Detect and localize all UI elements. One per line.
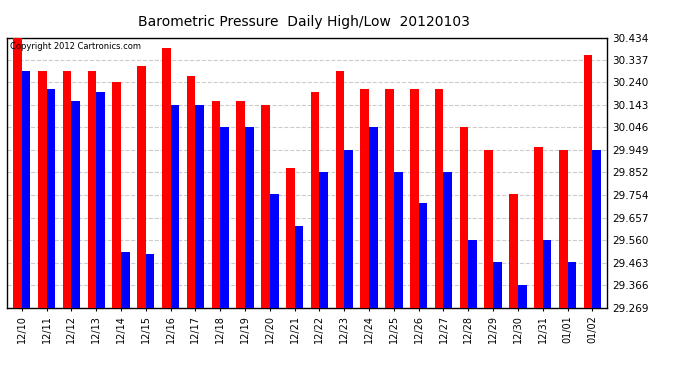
Bar <box>137 66 146 308</box>
Bar <box>518 285 526 308</box>
Bar <box>261 105 270 308</box>
Bar <box>13 38 22 308</box>
Bar <box>469 240 477 308</box>
Bar <box>88 71 96 308</box>
Bar <box>460 128 469 308</box>
Bar <box>112 82 121 308</box>
Bar <box>96 92 105 308</box>
Bar <box>22 71 30 308</box>
Bar <box>444 172 452 308</box>
Bar <box>212 101 220 308</box>
Bar <box>63 71 71 308</box>
Bar <box>170 105 179 308</box>
Bar <box>509 194 518 308</box>
Bar <box>47 89 55 308</box>
Bar <box>121 252 130 308</box>
Bar <box>567 262 576 308</box>
Bar <box>245 128 254 308</box>
Bar <box>410 89 419 308</box>
Bar <box>237 101 245 308</box>
Bar <box>146 254 155 308</box>
Bar <box>385 89 394 308</box>
Bar <box>319 172 328 308</box>
Bar <box>310 92 319 308</box>
Bar <box>38 71 47 308</box>
Bar <box>162 48 170 308</box>
Bar <box>270 194 279 308</box>
Bar <box>344 150 353 308</box>
Text: Copyright 2012 Cartronics.com: Copyright 2012 Cartronics.com <box>10 42 141 51</box>
Bar <box>534 147 543 308</box>
Bar <box>592 150 601 308</box>
Bar <box>435 89 444 308</box>
Bar <box>295 226 304 308</box>
Bar <box>220 128 229 308</box>
Bar <box>394 172 402 308</box>
Bar <box>543 240 551 308</box>
Bar <box>484 150 493 308</box>
Bar <box>335 71 344 308</box>
Bar <box>493 262 502 308</box>
Bar <box>195 105 204 308</box>
Bar <box>369 128 377 308</box>
Bar <box>419 203 427 308</box>
Text: Barometric Pressure  Daily High/Low  20120103: Barometric Pressure Daily High/Low 20120… <box>138 15 469 29</box>
Bar <box>559 150 567 308</box>
Bar <box>286 168 295 308</box>
Bar <box>71 101 80 308</box>
Bar <box>584 55 592 308</box>
Bar <box>187 75 195 308</box>
Bar <box>360 89 369 308</box>
